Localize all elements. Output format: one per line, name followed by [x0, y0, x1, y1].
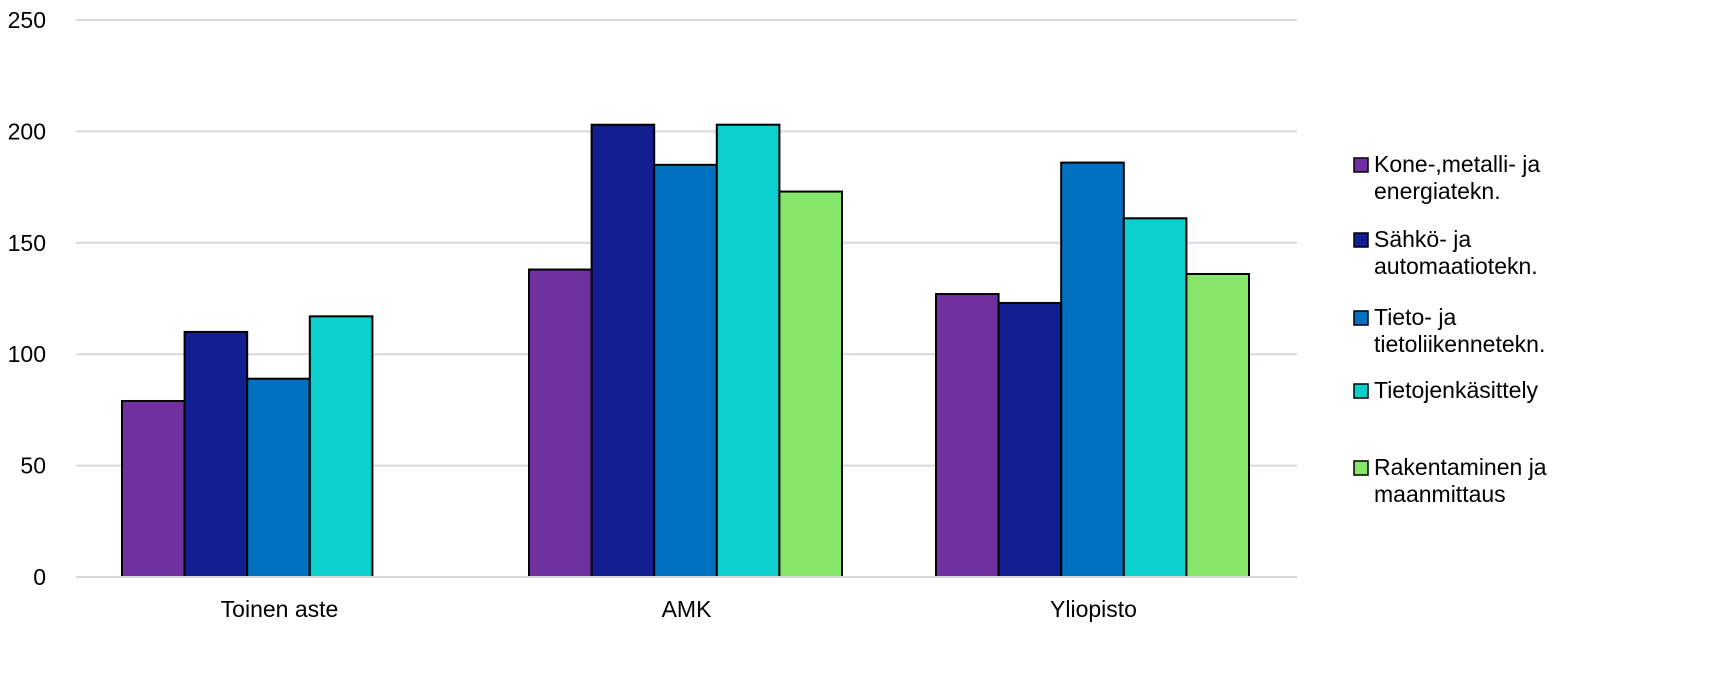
- bar: [653, 163, 718, 578]
- bar: [778, 190, 844, 578]
- category-label: AMK: [662, 596, 713, 622]
- y-axis-ticks: 0 50 100 150 200 250: [8, 7, 46, 590]
- y-tick-label: 100: [8, 341, 46, 367]
- bar: [1185, 272, 1251, 578]
- bar: [121, 399, 186, 578]
- y-tick-label: 200: [8, 118, 46, 144]
- category-label: Toinen aste: [221, 596, 339, 622]
- bar: [1122, 217, 1188, 579]
- y-tick-label: 150: [8, 230, 46, 256]
- legend-swatch: [1353, 383, 1369, 399]
- bars: [121, 123, 1251, 579]
- legend-label: Sähkö- ja automaatiotekn.: [1374, 226, 1538, 279]
- legend-label: Tieto- ja tietoliikennetekn.: [1374, 304, 1545, 357]
- legend-swatch: [1353, 232, 1369, 248]
- bar: [308, 315, 374, 578]
- bar: [715, 123, 781, 578]
- legend-label: Rakentaminen ja maanmittaus: [1374, 454, 1547, 507]
- legend-label: Tietojenkäsittely: [1374, 377, 1539, 403]
- legend-swatch: [1353, 310, 1369, 326]
- bar: [590, 123, 656, 578]
- legend: Kone-,metalli- ja energiatekn. Sähkö- ja au…: [1353, 151, 1547, 507]
- bar: [183, 330, 249, 579]
- y-tick-label: 250: [8, 7, 46, 33]
- legend-label: Kone-,metalli- ja energiatekn.: [1374, 151, 1540, 204]
- y-tick-label: 50: [20, 453, 46, 479]
- y-tick-label: 0: [33, 564, 46, 590]
- bar: [246, 377, 311, 579]
- legend-swatch: [1353, 460, 1369, 476]
- bar: [997, 301, 1063, 578]
- category-label: Yliopisto: [1050, 596, 1137, 622]
- bar: [935, 293, 1000, 578]
- bar: [528, 268, 593, 578]
- legend-swatch: [1353, 157, 1369, 173]
- category-labels: Toinen aste AMK Yliopisto: [221, 596, 1137, 622]
- bar: [1060, 161, 1125, 578]
